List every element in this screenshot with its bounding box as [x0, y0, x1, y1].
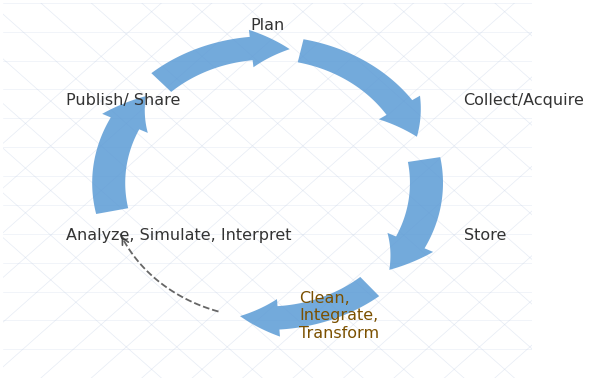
Text: Publish/ Share: Publish/ Share: [66, 93, 181, 108]
Text: Plan: Plan: [250, 18, 285, 33]
Polygon shape: [387, 157, 443, 270]
Polygon shape: [298, 39, 421, 137]
Text: Collect/Acquire: Collect/Acquire: [464, 93, 585, 108]
Polygon shape: [92, 96, 148, 214]
Polygon shape: [151, 30, 290, 92]
Polygon shape: [240, 277, 379, 336]
Text: Clean,
Integrate,
Transform: Clean, Integrate, Transform: [299, 291, 380, 341]
Text: Store: Store: [464, 228, 506, 243]
Text: Analyze, Simulate, Interpret: Analyze, Simulate, Interpret: [66, 228, 292, 243]
